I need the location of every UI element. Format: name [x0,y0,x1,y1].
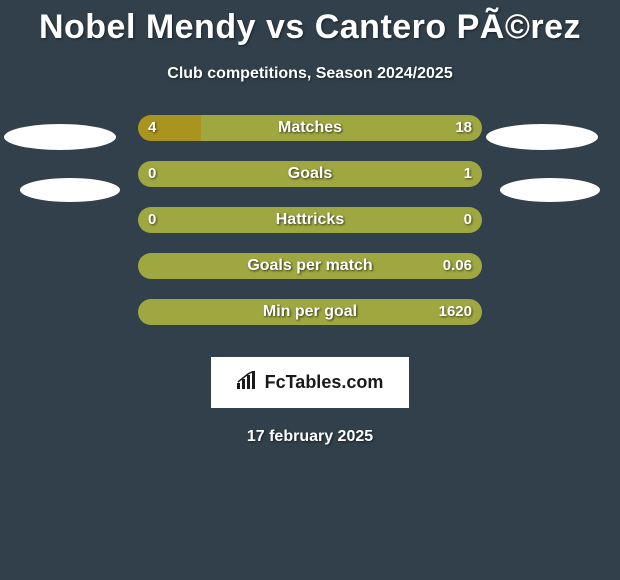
comparison-row: 00Hattricks [0,207,620,233]
comparison-row: 01Goals [0,161,620,187]
barchart-icon [237,371,259,394]
bar-track [138,115,482,141]
bar-track [138,253,482,279]
comparison-row: 1620Min per goal [0,299,620,325]
brand-box: FcTables.com [211,357,410,408]
bar-track [138,299,482,325]
bar-right [201,115,482,141]
comparison-row: 0.06Goals per match [0,253,620,279]
comparison-infographic: Nobel Mendy vs Cantero PÃ©rez Club compe… [0,0,620,580]
bar-right [138,161,482,187]
comparison-row: 418Matches [0,115,620,141]
value-right: 1 [464,161,472,187]
bar-track [138,161,482,187]
value-right: 18 [455,115,472,141]
bar-track [138,207,482,233]
bar-right [138,207,482,233]
date-text: 17 february 2025 [0,428,620,446]
value-left: 0 [148,161,156,187]
value-left: 4 [148,115,156,141]
value-right: 0 [464,207,472,233]
brand-text: FcTables.com [265,372,384,393]
value-left: 0 [148,207,156,233]
bar-right [138,253,482,279]
subtitle: Club competitions, Season 2024/2025 [0,65,620,83]
page-title: Nobel Mendy vs Cantero PÃ©rez [0,0,620,47]
value-right: 1620 [439,299,472,325]
bar-right [138,299,482,325]
value-right: 0.06 [443,253,472,279]
